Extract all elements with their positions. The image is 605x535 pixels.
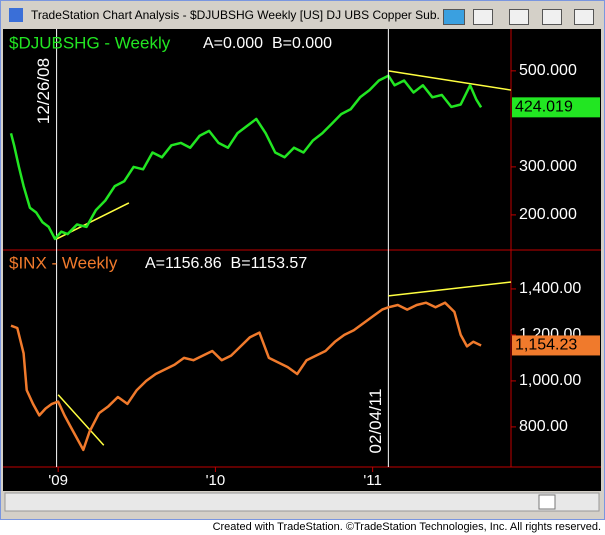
last-value-box	[512, 97, 600, 118]
y-tick-label: 200.000	[519, 206, 577, 223]
trendline	[388, 281, 512, 297]
panel-info: A=1156.86 B=1153.57	[145, 255, 307, 272]
y-tick-label: 300.000	[519, 158, 577, 175]
y-tick-label: 800.00	[519, 418, 568, 435]
footer: Created with TradeStation. ©TradeStation…	[212, 521, 601, 533]
window-title: TradeStation Chart Analysis - $DJUBSHG W…	[31, 8, 441, 22]
close-button[interactable]	[574, 9, 594, 25]
y-tick-label: 500.000	[519, 62, 577, 79]
window: TradeStation Chart Analysis - $DJUBSHG W…	[0, 0, 605, 520]
panel-info: A=0.000 B=0.000	[203, 35, 332, 52]
last-value-label: 424.019	[515, 99, 573, 116]
trendline	[57, 394, 105, 446]
minimize-button[interactable]	[509, 9, 529, 25]
panel-title: $DJUBSHG - Weekly	[9, 33, 171, 52]
price-line	[10, 301, 482, 452]
title-bar: TradeStation Chart Analysis - $DJUBSHG W…	[1, 1, 604, 29]
price-line	[9, 74, 483, 241]
y-tick-label: 1,000.00	[519, 372, 581, 389]
scrollbar-thumb[interactable]	[538, 494, 556, 510]
maximize-button[interactable]	[542, 9, 562, 25]
chart: 12/26/08 $DJUBSHG - Weekly A=0.000 B=0.000…	[3, 29, 601, 512]
x-tick-label: '11	[363, 472, 381, 489]
x-tick-label: '09	[48, 472, 68, 489]
plot-background	[3, 29, 601, 491]
date-marker-label: 02/04/11	[366, 389, 385, 454]
symbol-link-button[interactable]	[443, 9, 465, 25]
last-value-box	[512, 335, 600, 356]
y-tick-label: 1,400.00	[519, 280, 581, 297]
scrollbar[interactable]	[4, 492, 600, 512]
x-tick-label: '10	[206, 472, 226, 489]
date-marker-label: 12/26/08	[34, 58, 53, 124]
menu-button[interactable]	[473, 9, 493, 25]
last-value-label: 1,154.23	[515, 337, 577, 354]
app-icon	[9, 8, 23, 22]
panel-title: $INX - Weekly	[9, 253, 118, 272]
trendline	[388, 70, 512, 91]
